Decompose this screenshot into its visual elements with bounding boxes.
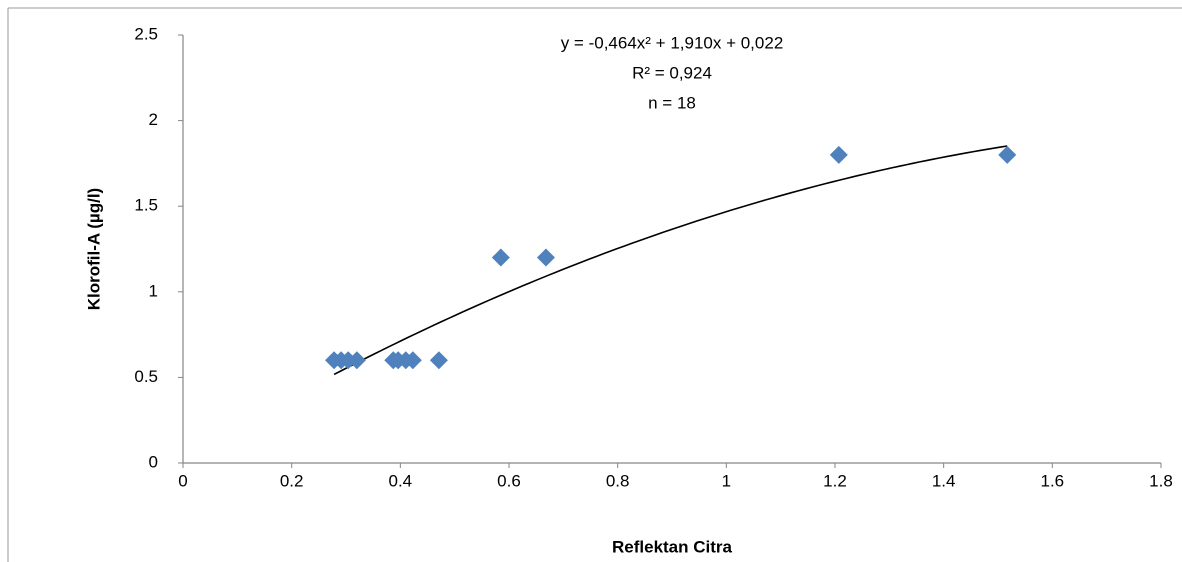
y-axis-title: Klorofil-A (µg/l) [84,188,103,310]
x-tick-label: 1.8 [1149,471,1173,490]
x-tick-label: 1.4 [932,471,956,490]
x-tick-label: 0 [178,471,187,490]
data-point [429,351,448,370]
x-tick-label: 0.2 [280,471,304,490]
equation: y = -0,464x² + 1,910x + 0,022 [561,33,784,52]
x-tick-label: 1 [722,471,731,490]
data-point [829,145,848,164]
y-tick-label: 2 [149,110,158,129]
x-tick-label: 0.4 [389,471,413,490]
y-tick-label: 2.5 [134,24,158,43]
r-squared: R² = 0,924 [632,63,712,82]
data-point [536,248,555,267]
y-tick-label: 0.5 [134,367,158,386]
data-point [491,248,510,267]
data-point [347,351,366,370]
data-point [998,145,1017,164]
y-tick-label: 1 [149,281,158,300]
x-tick-label: 0.8 [606,471,630,490]
trendline [333,145,1008,376]
sample-size: n = 18 [648,93,696,112]
x-tick-label: 1.6 [1041,471,1065,490]
y-tick-label: 1.5 [134,196,158,215]
x-tick-label: 1.2 [823,471,847,490]
data-point [403,351,422,370]
x-tick-label: 0.6 [497,471,521,490]
x-axis-title: Reflektan Citra [612,537,733,556]
y-tick-label: 0 [149,452,158,471]
